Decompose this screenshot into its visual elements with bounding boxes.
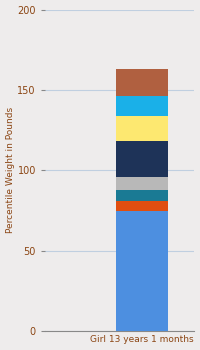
Bar xyxy=(116,96,168,116)
Bar xyxy=(116,141,168,177)
Bar xyxy=(116,190,168,201)
Bar xyxy=(116,201,168,211)
Y-axis label: Percentile Weight in Pounds: Percentile Weight in Pounds xyxy=(6,107,15,233)
Bar xyxy=(116,177,168,190)
Bar xyxy=(116,116,168,141)
Bar xyxy=(116,211,168,331)
Bar xyxy=(116,69,168,96)
